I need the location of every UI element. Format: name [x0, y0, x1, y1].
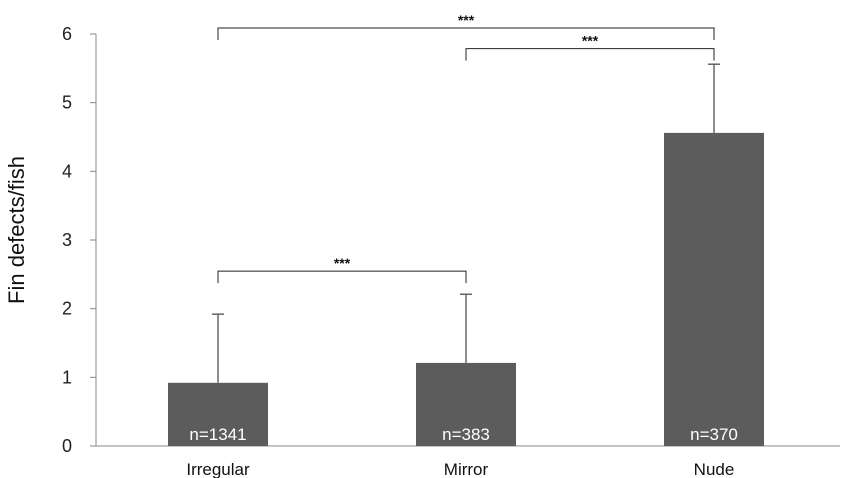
y-tick-label: 6 [62, 24, 72, 44]
bar [168, 382, 268, 446]
bar-count-label: n=1341 [189, 425, 246, 444]
significance-brackets: *** *** *** [217, 12, 715, 284]
significance-bracket [217, 27, 715, 40]
significance-bracket [465, 48, 715, 61]
bar [664, 132, 764, 446]
y-tick-label: 1 [62, 367, 72, 387]
x-tick-label: Irregular [186, 460, 250, 478]
significance-label: *** [458, 12, 475, 28]
y-tick-label: 0 [62, 436, 72, 456]
x-tick-label: Nude [694, 460, 735, 478]
significance-label: *** [582, 33, 599, 49]
x-axis: Irregular Mirror Nude [96, 445, 840, 478]
y-tick-label: 2 [62, 299, 72, 319]
y-axis-label: Fin defects/fish [4, 156, 29, 304]
y-tick-label: 4 [62, 161, 72, 181]
y-axis: 0 1 2 3 4 5 6 [62, 24, 97, 456]
bar-count-label: n=383 [442, 425, 490, 444]
significance-label: *** [334, 255, 351, 271]
y-tick-label: 3 [62, 230, 72, 250]
bars: n=1341 n=383 n=370 [168, 63, 764, 446]
significance-bracket [217, 270, 467, 284]
bar-count-label: n=370 [690, 425, 738, 444]
x-tick-label: Mirror [444, 460, 489, 478]
y-tick-label: 5 [62, 93, 72, 113]
bar [416, 362, 516, 446]
